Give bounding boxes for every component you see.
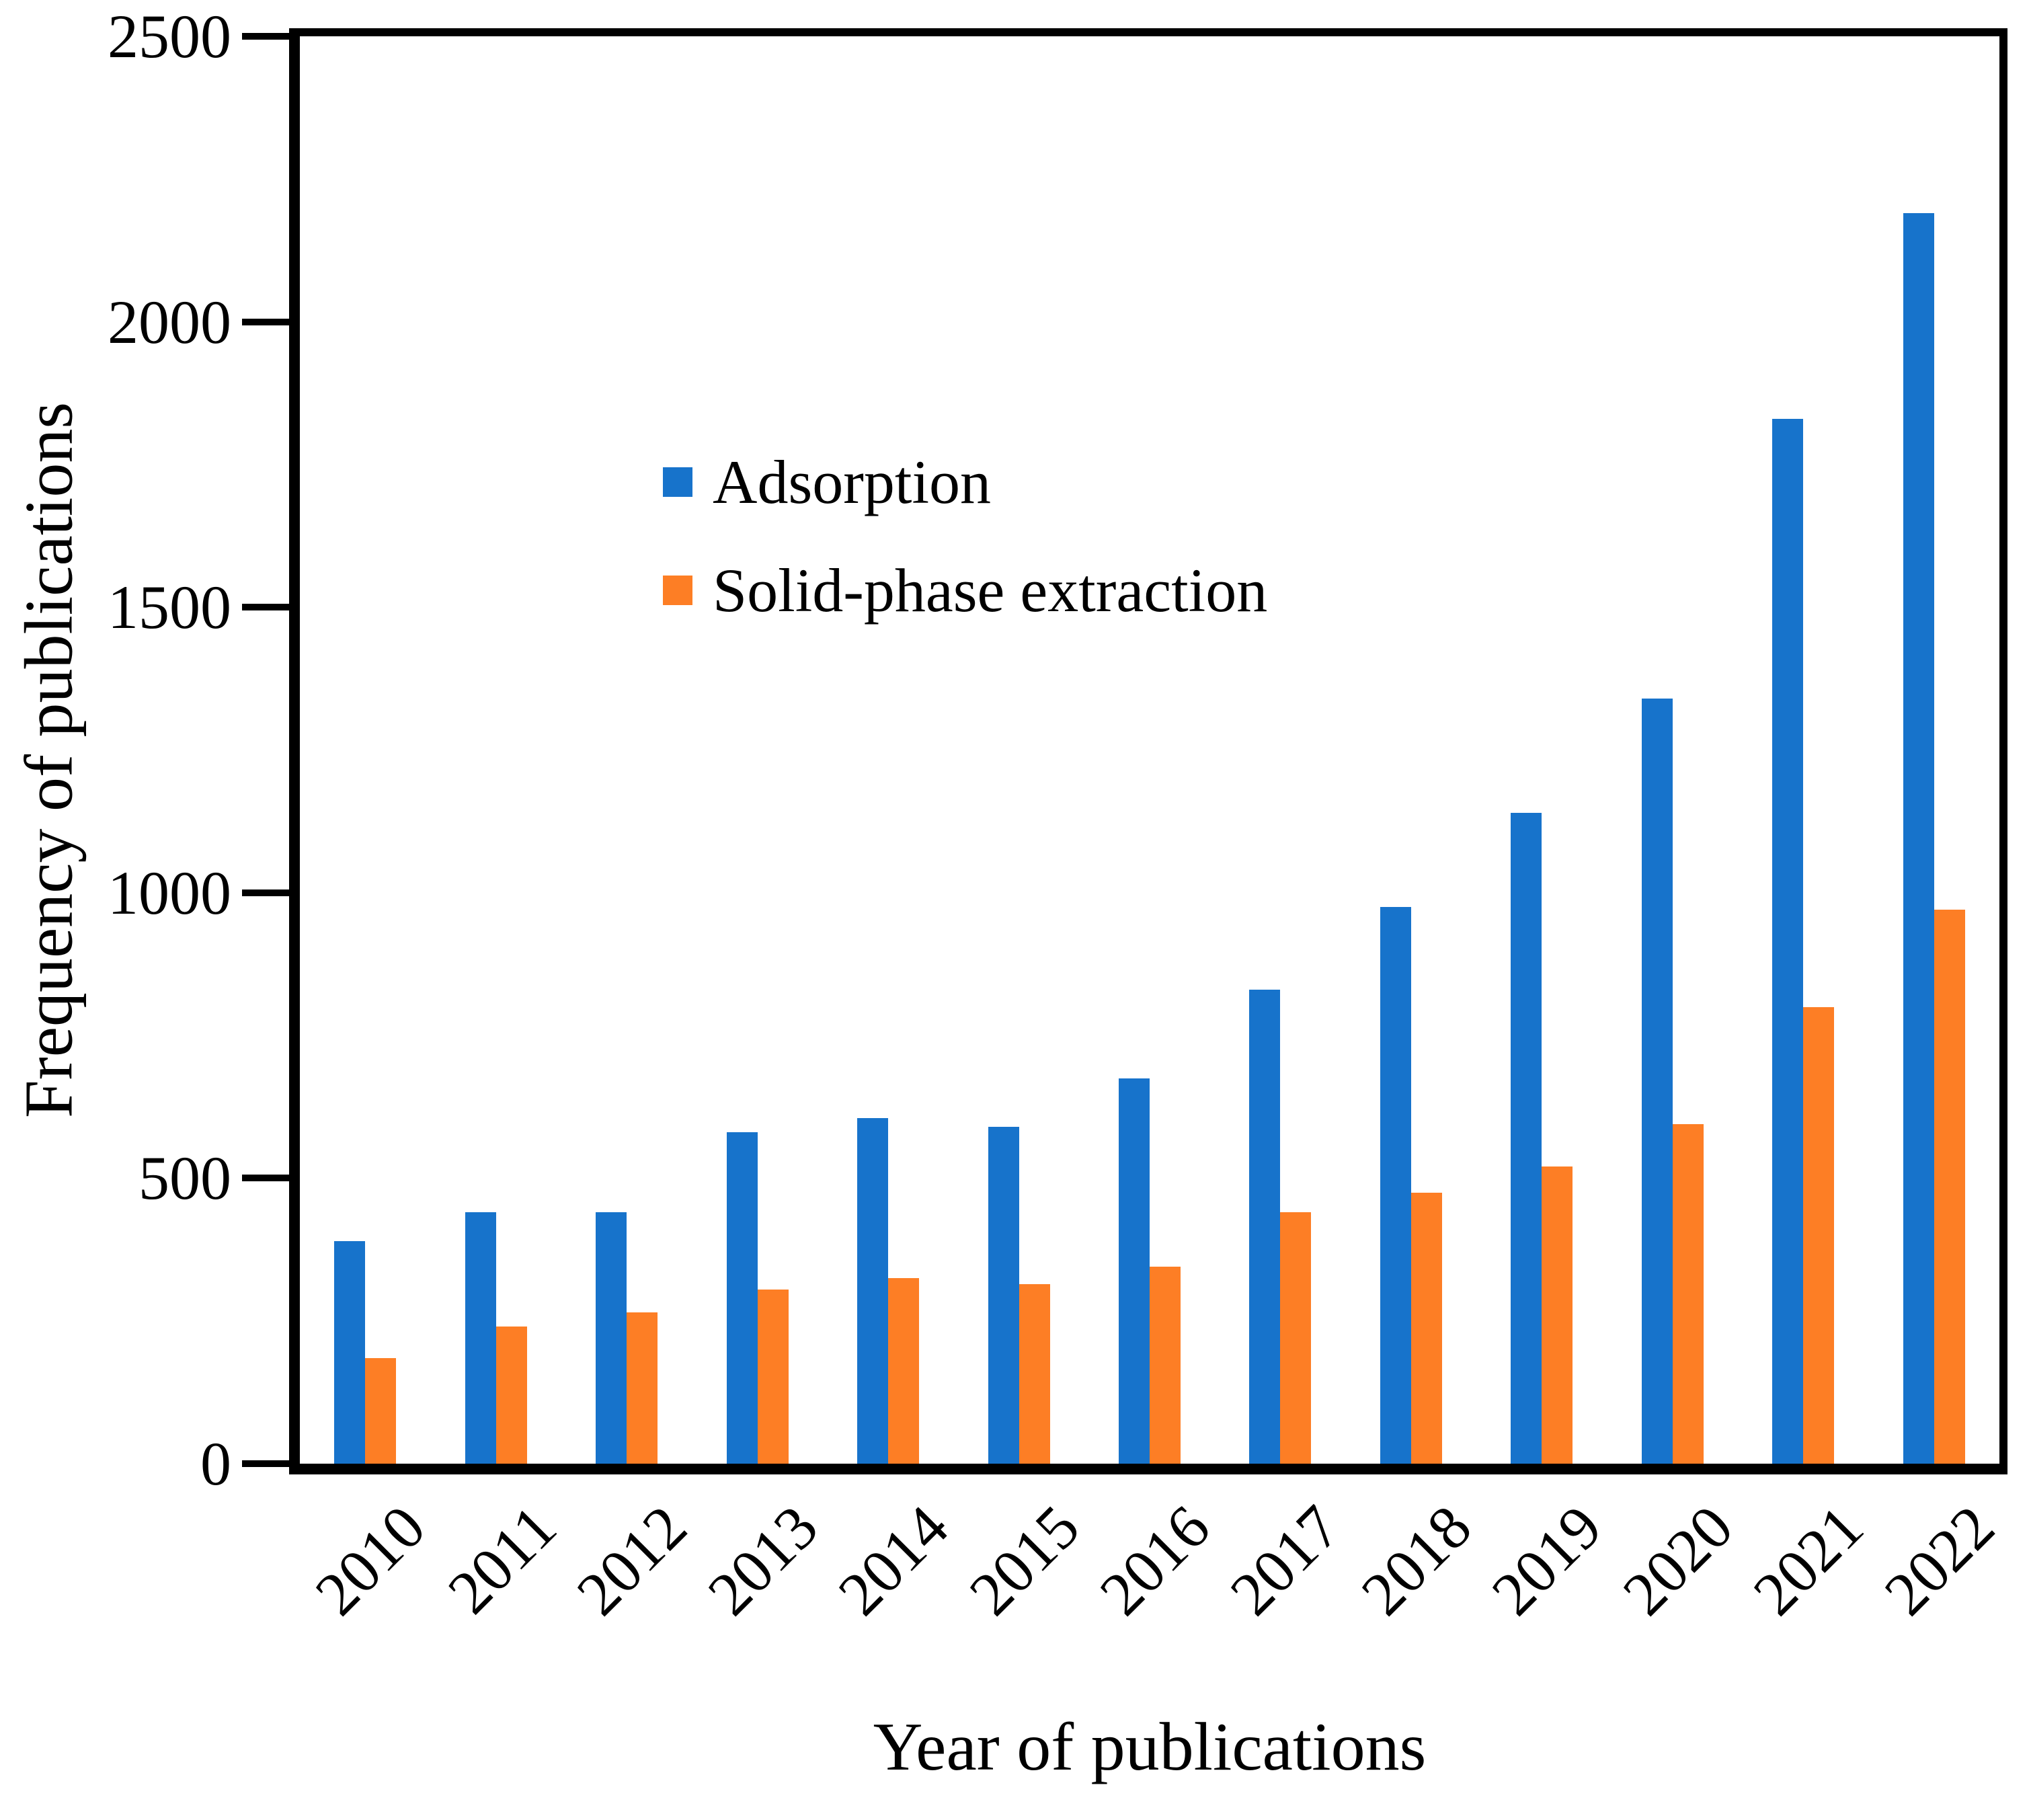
bar-adsorption-2014 [857, 1118, 889, 1464]
x-axis-tick-label-2015: 2015 [955, 1492, 1092, 1628]
bar-group-2013 [726, 36, 789, 1464]
plot-inner-area: Adsorption Solid-phase extraction [242, 33, 1999, 1467]
y-axis-tick-label-1000: 1000 [108, 858, 231, 927]
bar-group-2018 [1380, 36, 1442, 1464]
x-axis-tick-label-2020: 2020 [1609, 1492, 1746, 1628]
x-axis-tick-label-2011: 2011 [434, 1492, 569, 1627]
bar-solid-phase-extraction-2015 [1019, 1283, 1050, 1464]
bar-solid-phase-extraction-2014 [888, 1278, 920, 1464]
bar-solid-phase-extraction-2013 [757, 1290, 789, 1464]
bar-solid-phase-extraction-2011 [495, 1327, 527, 1464]
legend: Adsorption Solid-phase extraction [663, 450, 1267, 623]
bar-group-2022 [1903, 36, 1965, 1464]
x-axis-tick-label-2012: 2012 [563, 1492, 700, 1628]
bar-group-2012 [596, 36, 658, 1464]
x-axis-title: Year of publications [873, 1709, 1427, 1785]
bar-adsorption-2017 [1249, 990, 1281, 1464]
bar-adsorption-2018 [1380, 907, 1411, 1464]
y-axis-tick-1500 [242, 604, 300, 611]
y-axis-tick-2000 [242, 318, 300, 325]
y-axis-tick-0 [242, 1460, 300, 1467]
bar-group-2017 [1249, 36, 1312, 1464]
bar-adsorption-2020 [1641, 699, 1673, 1464]
bar-group-2019 [1511, 36, 1573, 1464]
bar-solid-phase-extraction-2018 [1410, 1192, 1442, 1464]
x-axis-tick-label-2013: 2013 [694, 1492, 831, 1628]
bar-group-2020 [1641, 36, 1704, 1464]
bar-solid-phase-extraction-2022 [1934, 910, 1965, 1464]
bar-solid-phase-extraction-2021 [1803, 1006, 1835, 1464]
y-axis-tick-label-1500: 1500 [108, 573, 231, 642]
y-axis-tick-2500 [242, 33, 300, 40]
bar-group-2010 [334, 36, 397, 1464]
x-axis-tick-label-2016: 2016 [1086, 1492, 1223, 1628]
bar-group-2016 [1119, 36, 1181, 1464]
legend-label: Adsorption [713, 448, 991, 516]
x-axis-tick-label-2010: 2010 [302, 1492, 438, 1628]
x-axis-tick-label-2014: 2014 [825, 1492, 961, 1628]
bar-adsorption-2010 [334, 1240, 366, 1464]
bar-solid-phase-extraction-2017 [1280, 1212, 1312, 1464]
y-axis-tick-label-0: 0 [200, 1429, 231, 1498]
bar-adsorption-2015 [988, 1126, 1019, 1464]
x-axis-tick-label-2022: 2022 [1871, 1492, 2007, 1628]
x-axis-tick-label-2019: 2019 [1478, 1492, 1615, 1628]
bar-adsorption-2011 [465, 1212, 496, 1464]
y-axis-tick-label-2500: 2500 [108, 2, 231, 71]
legend-item-adsorption: Adsorption [663, 450, 1267, 515]
bar-group-2015 [988, 36, 1050, 1464]
y-axis-tick-1000 [242, 889, 300, 896]
bar-adsorption-2022 [1903, 213, 1934, 1464]
x-axis-tick-label-2021: 2021 [1740, 1492, 1876, 1628]
bar-adsorption-2016 [1119, 1078, 1150, 1464]
y-axis-title: Frequency of publications [11, 401, 87, 1118]
bar-group-2014 [857, 36, 920, 1464]
bar-solid-phase-extraction-2010 [365, 1357, 397, 1464]
x-axis-tick-label-2017: 2017 [1217, 1492, 1354, 1628]
plot-area: Adsorption Solid-phase extraction [242, 28, 2007, 1474]
legend-label: Solid-phase extraction [713, 555, 1268, 625]
x-axis-tick-label-2018: 2018 [1348, 1492, 1484, 1628]
bar-group-2011 [465, 36, 527, 1464]
bar-solid-phase-extraction-2012 [627, 1312, 658, 1464]
bar-adsorption-2019 [1511, 812, 1542, 1464]
bar-adsorption-2021 [1772, 418, 1804, 1464]
y-axis-tick-label-500: 500 [138, 1144, 231, 1213]
bar-group-2021 [1772, 36, 1835, 1464]
bar-adsorption-2013 [726, 1132, 758, 1464]
bar-solid-phase-extraction-2020 [1672, 1123, 1704, 1464]
legend-item-solid-phase-extraction: Solid-phase extraction [663, 555, 1268, 625]
bar-adsorption-2012 [596, 1212, 627, 1464]
y-axis-tick-label-2000: 2000 [108, 287, 231, 356]
legend-swatch-icon [663, 467, 692, 498]
bar-solid-phase-extraction-2019 [1542, 1166, 1573, 1464]
bar-solid-phase-extraction-2016 [1150, 1267, 1181, 1464]
legend-swatch-icon [663, 575, 692, 605]
y-axis-tick-500 [242, 1175, 300, 1182]
